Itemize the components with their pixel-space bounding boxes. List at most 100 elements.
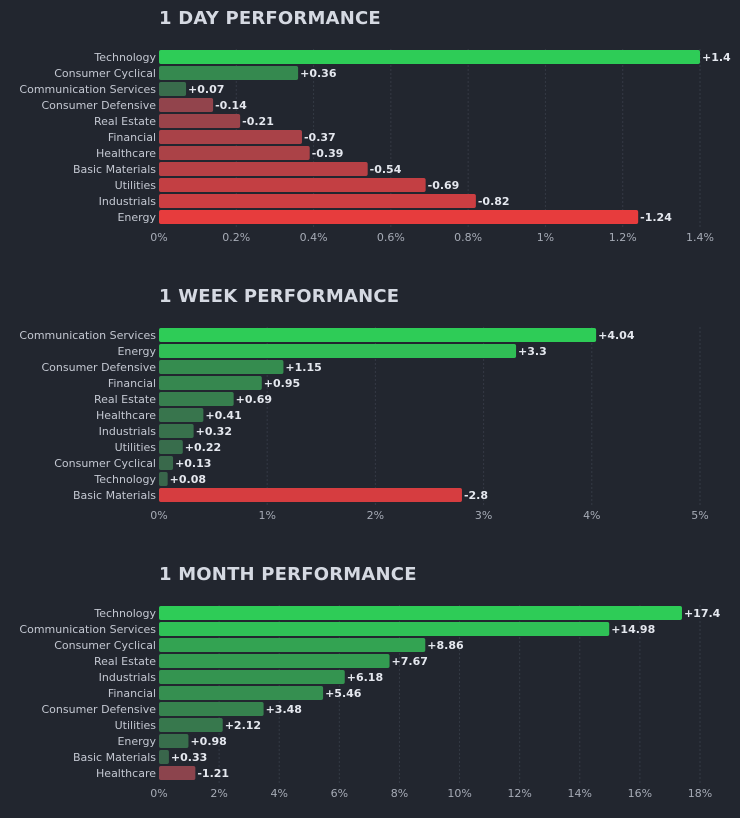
value-label: -0.69 (428, 179, 460, 192)
bar-chart-1month: 0% 2% 4% 6% 8% 10% 12% 14% 16% 18% Technology +17.4… (19, 605, 721, 800)
value-label: +0.41 (205, 409, 241, 422)
category-label: Technology (93, 473, 156, 486)
category-label: Communication Services (19, 623, 156, 636)
bar (159, 440, 183, 454)
bar-chart-1week: 0% 1% 2% 3% 4% 5% Communication Services +4.04 E… (19, 327, 709, 522)
value-label: +5.46 (325, 687, 362, 700)
category-label: Healthcare (96, 147, 156, 160)
category-label: Basic Materials (73, 489, 156, 502)
x-tick-label: 0.8% (454, 231, 482, 244)
value-label: +0.07 (188, 83, 224, 96)
chart-panel-1week: 1 WEEK PERFORMANCE 0% 1% 2% 3% 4% 5% Communica… (0, 278, 740, 540)
bar (159, 456, 174, 470)
bar (159, 328, 597, 342)
x-tick-label: 1% (537, 231, 554, 244)
x-tick-label: 18% (688, 787, 712, 800)
bar (159, 686, 324, 700)
bar (159, 178, 426, 192)
category-label: Energy (117, 345, 156, 358)
category-label: Financial (108, 377, 156, 390)
bar (159, 734, 189, 748)
bar (159, 424, 194, 438)
bar (159, 114, 241, 128)
value-label: -0.37 (304, 131, 336, 144)
value-label: +0.13 (175, 457, 211, 470)
bar (159, 766, 196, 780)
value-label: +3.48 (266, 703, 302, 716)
bar (159, 376, 262, 390)
x-tick-label: 2% (367, 509, 384, 522)
bar (159, 98, 214, 112)
category-label: Consumer Cyclical (54, 67, 156, 80)
category-label: Healthcare (96, 767, 156, 780)
category-label: Utilities (115, 441, 157, 454)
value-label: +8.86 (427, 639, 464, 652)
value-label: -2.8 (464, 489, 488, 502)
value-label: -0.82 (478, 195, 510, 208)
bar (159, 408, 204, 422)
bar (159, 82, 187, 96)
chart-title: 1 DAY PERFORMANCE (159, 8, 381, 29)
value-label: +17.4 (684, 607, 721, 620)
value-label: +3.3 (518, 345, 547, 358)
bar (159, 718, 223, 732)
category-label: Technology (93, 51, 156, 64)
category-label: Consumer Defensive (41, 361, 156, 374)
x-tick-label: 10% (447, 787, 471, 800)
category-label: Communication Services (19, 329, 156, 342)
x-tick-label: 5% (691, 509, 708, 522)
x-tick-label: 0.6% (377, 231, 405, 244)
x-tick-label: 1% (258, 509, 275, 522)
category-label: Communication Services (19, 83, 156, 96)
bar (159, 66, 299, 80)
value-label: +1.15 (285, 361, 321, 374)
x-tick-label: 0% (150, 231, 167, 244)
value-label: +7.67 (392, 655, 428, 668)
category-label: Basic Materials (73, 751, 156, 764)
value-label: -1.21 (197, 767, 229, 780)
bar (159, 702, 264, 716)
value-label: -0.21 (242, 115, 274, 128)
bar (159, 472, 168, 486)
x-tick-label: 14% (568, 787, 592, 800)
chart-title: 1 MONTH PERFORMANCE (159, 564, 417, 585)
chart-panel-1month: 1 MONTH PERFORMANCE 0% 2% 4% 6% 8% 10% 12% 14% 1… (0, 556, 740, 818)
bar (159, 146, 310, 160)
x-tick-label: 0.4% (300, 231, 328, 244)
category-label: Technology (93, 607, 156, 620)
category-label: Financial (108, 687, 156, 700)
x-tick-label: 0% (150, 509, 167, 522)
value-label: +0.32 (196, 425, 232, 438)
bar (159, 638, 426, 652)
x-tick-label: 12% (507, 787, 531, 800)
value-label: +6.18 (347, 671, 383, 684)
category-label: Consumer Defensive (41, 703, 156, 716)
bar (159, 488, 462, 502)
category-label: Utilities (115, 179, 157, 192)
category-label: Industrials (99, 671, 157, 684)
x-tick-label: 0.2% (222, 231, 250, 244)
category-label: Financial (108, 131, 156, 144)
value-label: +1.4 (702, 51, 731, 64)
bar (159, 750, 169, 764)
category-label: Energy (117, 735, 156, 748)
value-label: +0.36 (300, 67, 337, 80)
value-label: -0.14 (215, 99, 247, 112)
category-label: Real Estate (94, 115, 156, 128)
x-tick-label: 1.4% (686, 231, 714, 244)
value-label: -1.24 (640, 211, 672, 224)
chart-title: 1 WEEK PERFORMANCE (159, 286, 400, 307)
x-tick-label: 1.2% (609, 231, 637, 244)
category-label: Consumer Cyclical (54, 639, 156, 652)
bar (159, 162, 368, 176)
category-label: Utilities (115, 719, 157, 732)
x-tick-label: 2% (210, 787, 227, 800)
value-label: +14.98 (611, 623, 655, 636)
value-label: +0.33 (171, 751, 207, 764)
bar (159, 50, 700, 64)
chart-panel-1day: 1 DAY PERFORMANCE 0% 0.2% 0.4% 0.6% 0.8% 1% 1.… (0, 0, 740, 262)
category-label: Consumer Cyclical (54, 457, 156, 470)
value-label: +0.22 (185, 441, 221, 454)
bar (159, 606, 682, 620)
bar (159, 210, 639, 224)
